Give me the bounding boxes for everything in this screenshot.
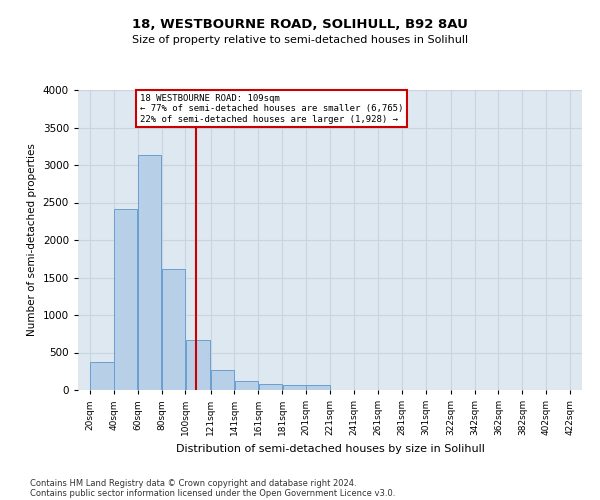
Text: Contains HM Land Registry data © Crown copyright and database right 2024.: Contains HM Land Registry data © Crown c… (30, 478, 356, 488)
Bar (162, 269, 185, 390)
Text: Size of property relative to semi-detached houses in Solihull: Size of property relative to semi-detach… (132, 35, 468, 45)
Bar (138, 155, 161, 390)
Text: 18 WESTBOURNE ROAD: 109sqm
← 77% of semi-detached houses are smaller (6,765)
22%: 18 WESTBOURNE ROAD: 109sqm ← 77% of semi… (140, 94, 403, 124)
Bar (90, 362, 113, 390)
Bar (211, 370, 234, 390)
Text: 18, WESTBOURNE ROAD, SOLIHULL, B92 8AU: 18, WESTBOURNE ROAD, SOLIHULL, B92 8AU (132, 18, 468, 30)
Bar (186, 340, 210, 390)
Bar (259, 384, 282, 390)
Y-axis label: Number of semi-detached properties: Number of semi-detached properties (27, 144, 37, 336)
Bar (114, 208, 137, 390)
X-axis label: Distribution of semi-detached houses by size in Solihull: Distribution of semi-detached houses by … (176, 444, 484, 454)
Bar (235, 381, 258, 390)
Bar (283, 385, 306, 390)
Text: Contains public sector information licensed under the Open Government Licence v3: Contains public sector information licen… (30, 488, 395, 498)
Bar (307, 385, 330, 390)
